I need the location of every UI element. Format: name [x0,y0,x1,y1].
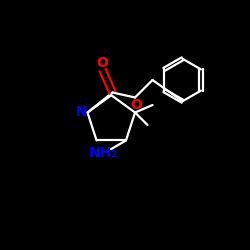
Text: NH₂: NH₂ [89,146,118,160]
Text: N: N [76,106,88,120]
Text: O: O [130,98,142,112]
Text: O: O [96,56,108,70]
